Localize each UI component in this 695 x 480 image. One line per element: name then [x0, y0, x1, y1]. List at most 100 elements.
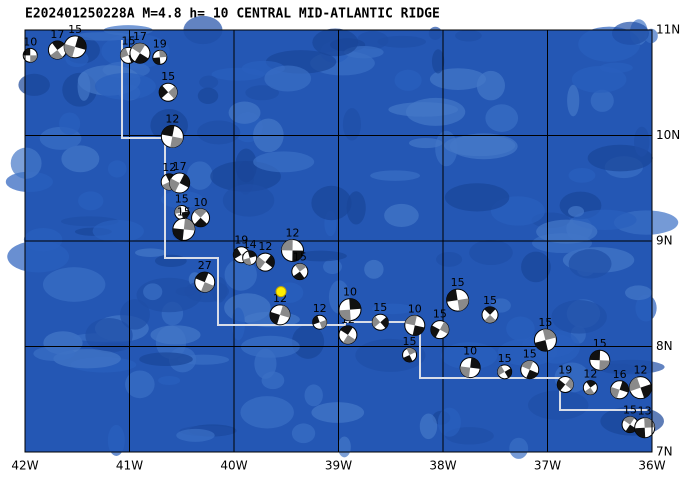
beachball-quadrant	[194, 217, 208, 227]
bathymetry-patch	[568, 206, 585, 217]
bathymetry-patch	[506, 316, 535, 341]
depth-label: 19	[234, 234, 248, 247]
bathymetry-patch	[154, 254, 187, 268]
beachball-quadrant	[168, 86, 178, 99]
beachball-quadrant	[233, 247, 242, 259]
bathymetry-patch	[92, 219, 144, 243]
depth-label: 12	[165, 113, 179, 126]
bathymetry-patch	[455, 29, 482, 42]
bathymetry-patch	[337, 436, 351, 458]
beachball-quadrant	[439, 321, 449, 334]
beachball-quadrant	[247, 250, 257, 258]
x-tick-label: 36W	[638, 459, 665, 473]
depth-label: 12	[286, 226, 300, 239]
bathymetry-patch	[443, 134, 516, 157]
bathymetry-patch	[590, 89, 614, 112]
beachball-quadrant	[634, 427, 646, 438]
bathymetry-patch	[120, 299, 150, 330]
bathymetry-patch	[634, 126, 650, 157]
bathymetry-patch	[596, 359, 665, 375]
bathymetry-patch	[394, 69, 422, 91]
beachball-quadrant	[161, 125, 175, 137]
beachball-quadrant	[497, 365, 505, 376]
depth-label: 13	[638, 405, 652, 418]
beachball-quadrant	[534, 340, 549, 352]
beachball-quadrant	[281, 239, 293, 251]
beachball-quadrant	[181, 211, 189, 220]
depth-label: 15	[451, 276, 465, 289]
bathymetry-patch	[61, 145, 100, 173]
y-tick-label: 10N	[656, 128, 680, 142]
beachball-quadrant	[457, 298, 469, 311]
y-tick-label: 9N	[656, 234, 673, 248]
depth-label: 10	[194, 196, 208, 209]
beachball-quadrant	[380, 316, 389, 329]
beachball-quadrant	[131, 43, 146, 54]
bathymetry-patch	[291, 324, 325, 359]
bathymetry-patch	[94, 73, 156, 100]
bathymetry-patch	[323, 259, 342, 275]
depth-label: 15	[175, 193, 189, 206]
depth-label: 12	[313, 302, 327, 315]
depth-label: 12	[583, 368, 597, 381]
beachball-quadrant	[526, 369, 539, 379]
bathymetry-patch	[222, 184, 275, 217]
beachball-quadrant	[599, 360, 610, 371]
bathymetry-patch	[240, 396, 294, 429]
x-tick-label: 42W	[11, 459, 38, 473]
map-title: E202401250228A M=4.8 h= 10 CENTRAL MID-A…	[25, 7, 440, 22]
y-tick-label: 7N	[656, 445, 673, 459]
depth-label: 17	[133, 30, 147, 43]
depth-label: 15	[498, 352, 512, 365]
bathymetry-patch	[311, 402, 365, 423]
bathymetry-patch	[419, 413, 438, 440]
beachball-quadrant	[504, 368, 512, 378]
beachball-quadrant	[640, 384, 652, 399]
beachball-quadrant	[349, 298, 361, 310]
beachball-quadrant	[430, 325, 440, 338]
beachball-quadrant	[312, 315, 320, 325]
epicenter	[275, 286, 287, 298]
bathymetry-patch	[245, 85, 279, 101]
bathymetry-patch	[199, 75, 219, 89]
beachball-quadrant	[406, 347, 416, 355]
bathymetry-patch	[224, 293, 271, 323]
bathymetry-patch	[42, 267, 106, 302]
depth-label: 12	[634, 364, 648, 377]
beachball-quadrant	[279, 305, 290, 318]
bathymetry-patch	[568, 249, 612, 279]
beachball-quadrant	[405, 315, 417, 326]
beachball-quadrant	[619, 381, 629, 393]
beachball-quadrant	[183, 218, 195, 231]
bathymetry-patch	[10, 147, 42, 179]
bathymetry-patch	[73, 32, 133, 41]
bathymetry-patch	[408, 137, 443, 149]
bathymetry-patch	[150, 325, 201, 345]
bathymetry-patch	[211, 67, 265, 81]
depth-label: 27	[198, 259, 212, 272]
bathymetry-patch	[158, 375, 181, 386]
beachball-quadrant	[340, 325, 353, 335]
beachball-quadrant	[64, 43, 76, 58]
bathymetry-patch	[355, 338, 426, 372]
beachball-quadrant	[50, 50, 63, 60]
beachball-quadrant	[372, 316, 381, 328]
bathymetry-patch	[59, 112, 81, 135]
bathymetry-patch	[384, 203, 419, 228]
beachball-quadrant	[51, 41, 65, 51]
bathymetry-patch	[571, 66, 627, 93]
bathymetry-patch	[469, 239, 513, 266]
beachball-quadrant	[293, 271, 305, 280]
depth-label: 15	[161, 70, 175, 83]
beachball-quadrant	[193, 208, 207, 218]
bathymetry-patch	[625, 285, 652, 301]
bathymetry-patch	[568, 167, 596, 183]
bathymetry-patch	[139, 352, 193, 367]
x-tick-label: 41W	[116, 459, 143, 473]
bathymetry-patch	[388, 102, 459, 117]
depth-label: 15	[177, 205, 191, 218]
bathymetry-patch	[304, 384, 323, 407]
beachball-quadrant	[412, 325, 425, 336]
